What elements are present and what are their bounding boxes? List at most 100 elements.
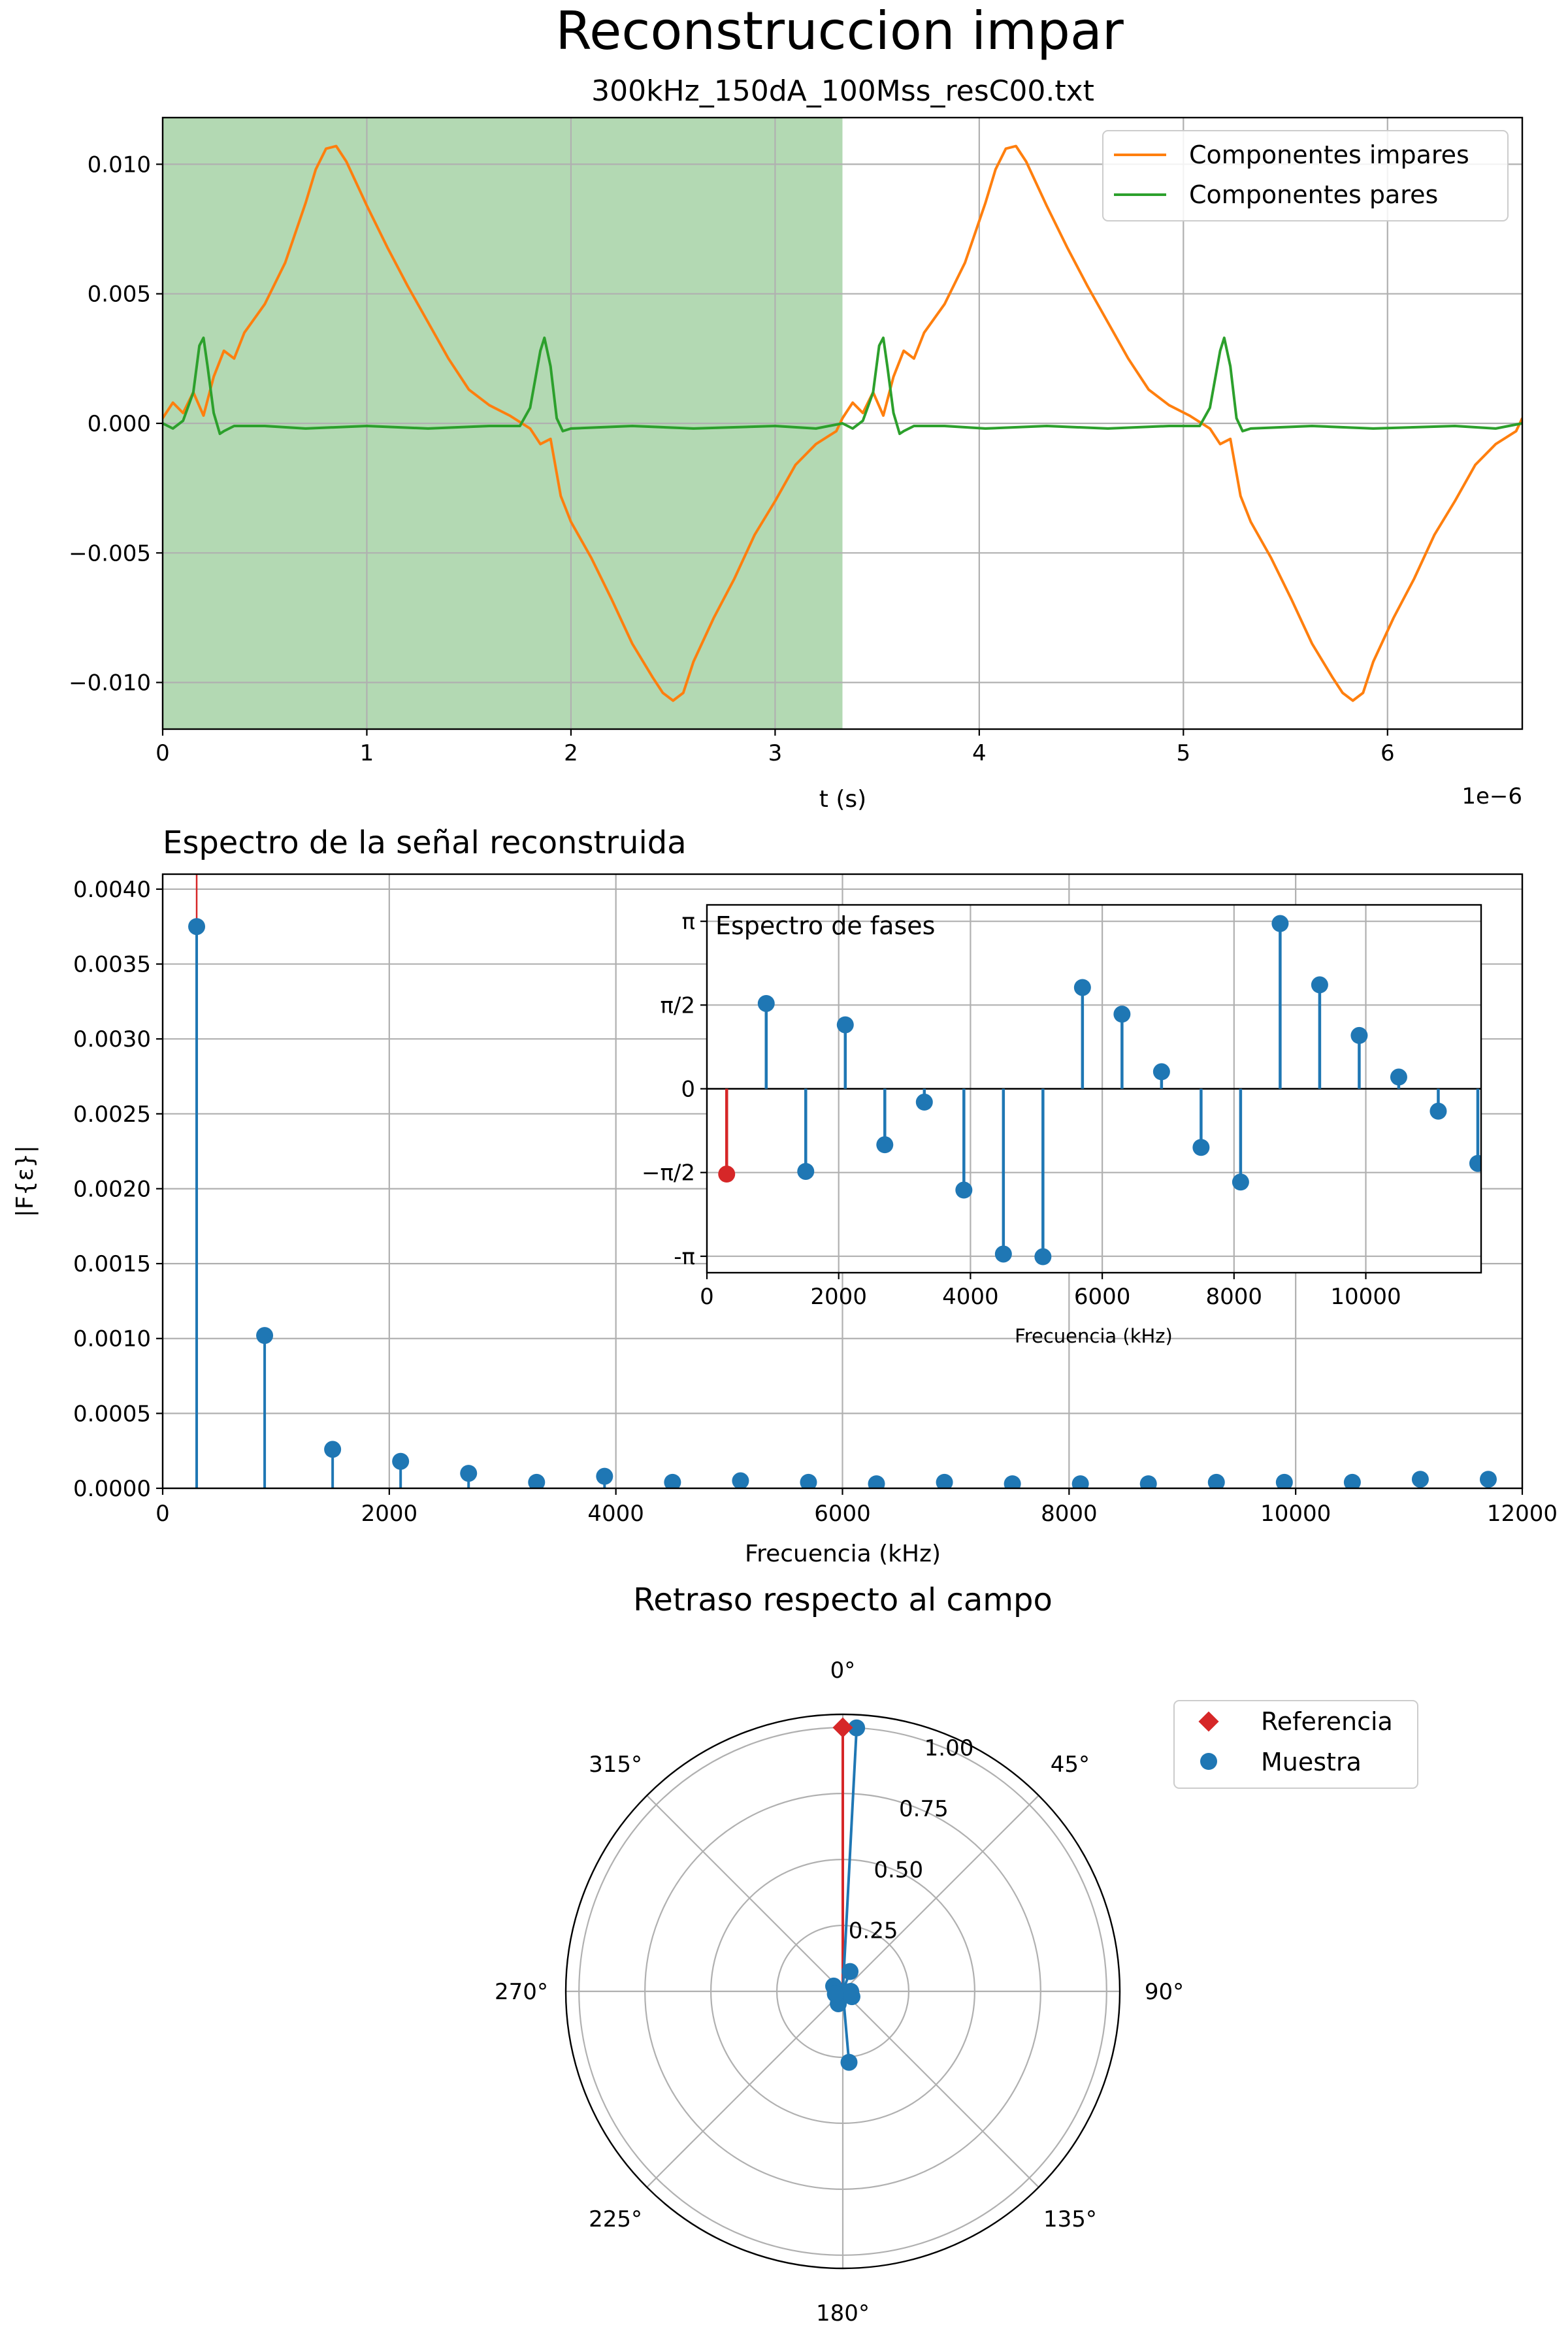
polar-angle-label: 90° [1145,1979,1184,2005]
magnitude-marker [936,1473,953,1488]
polar-data [825,1717,866,2071]
magnitude-marker [1004,1475,1021,1488]
x-tick-label: 2000 [810,1284,867,1310]
magnitude-marker [596,1467,613,1485]
y-tick-label: −0.010 [69,670,151,696]
x-tick-label: 10000 [1330,1284,1401,1310]
phase-y-ticks: π π/2 0 −π/2 -π [642,909,707,1270]
magnitude-marker [188,918,206,936]
x-tick-label: 0 [155,740,170,766]
x-tick-label: 2 [564,740,578,766]
magnitude-marker [1411,1471,1429,1488]
x-tick-label: 6000 [814,1501,871,1527]
y-tick-label: 0.0025 [73,1102,151,1128]
spectrum-y-axis-label: |F{ε}| [12,1145,39,1217]
magnitude-marker [732,1472,749,1488]
phase-marker [757,994,775,1012]
polar-radius-label: 0.75 [899,1796,949,1822]
y-tick-label: -π [674,1244,695,1270]
polar-angle-label: 45° [1051,1752,1090,1778]
phase-x-axis-label: Frecuencia (kHz) [1015,1325,1173,1347]
magnitude-marker [1343,1473,1361,1488]
phase-inset: 0 2000 4000 6000 8000 10000 π π/2 0 −π/2 -π Espec… [642,904,1482,1347]
reference-marker [832,1717,853,1738]
magnitude-marker [1207,1473,1225,1488]
magnitude-marker [1071,1475,1089,1488]
y-tick-label: 0.0015 [73,1251,151,1277]
polar-outer-frame [564,1713,1121,2270]
phase-marker [876,1136,894,1154]
y-tick-label: 0.0020 [73,1176,151,1202]
y-tick-label: π [682,909,695,935]
polar-spoke [646,1795,843,1992]
sample-vector [841,1727,858,1992]
y-tick-label: 0 [681,1077,695,1103]
phase-title: Espectro de fases [715,911,935,940]
y-tick-label: 0.0035 [73,952,151,978]
magnitude-marker [1275,1473,1293,1488]
x-tick-label: 5 [1176,740,1190,766]
y-tick-label: π/2 [660,992,695,1019]
phase-marker [797,1162,815,1180]
magnitude-marker [1139,1475,1157,1488]
phase-marker [994,1245,1012,1263]
time-domain-panel: 0 1 2 3 4 5 6 −0.010 −0.005 0.000 0.005 0.010 300k… [69,74,1524,813]
phase-marker [1152,1063,1170,1081]
polar-legend-box [1173,1700,1418,1789]
phase-marker [1073,979,1091,996]
polar-radius-label: 1.00 [924,1735,974,1761]
sample-marker [843,1988,860,2006]
phase-marker [915,1093,933,1111]
polar-r-labels: 0.25 0.50 0.75 1.00 [849,1735,974,1944]
spectrum-title: Espectro de la señal reconstruida [163,825,687,861]
phase-marker [1350,1026,1368,1044]
phase-stems [718,915,1481,1266]
x-tick-label: 0 [700,1284,714,1310]
polar-radius-label: 0.50 [874,1857,923,1883]
x-tick-label: 0 [155,1501,170,1527]
time-panel-title: 300kHz_150dA_100Mss_resC00.txt [591,74,1094,108]
phase-marker [1429,1102,1447,1120]
polar-angle-label: 135° [1043,2206,1097,2232]
sample-marker [840,2053,858,2071]
polar-radius-label: 0.25 [849,1918,898,1944]
legend-even-label: Componentes pares [1189,180,1438,209]
y-tick-label: 0.0030 [73,1026,151,1053]
legend-sample-marker [1200,1753,1217,1770]
magnitude-marker [392,1452,410,1470]
polar-spoke [842,1991,1039,2188]
y-tick-label: 0.0000 [73,1476,151,1502]
phase-marker [955,1181,973,1199]
polar-spoke [842,1795,1039,1992]
phase-marker [1469,1154,1481,1172]
sample-marker [841,1963,859,1980]
y-tick-label: 0.005 [88,282,151,308]
spectrum-y-ticks: 0.0000 0.0005 0.0010 0.0015 0.0020 0.0025 0.00… [73,877,163,1502]
magnitude-marker [1479,1471,1497,1488]
magnitude-marker [324,1441,342,1458]
x-tick-label: 6 [1380,740,1395,766]
y-tick-label: 0.0005 [73,1401,151,1427]
legend-odd-label: Componentes impares [1189,140,1469,169]
time-x-ticks: 0 1 2 3 4 5 6 [155,729,1395,766]
phase-marker [1271,915,1289,932]
even-components-line [163,336,1522,435]
y-tick-label: 0.010 [88,152,151,178]
y-tick-label: −0.005 [69,540,151,566]
time-x-axis-label: t (s) [819,786,866,813]
magnitude-marker [664,1473,681,1488]
x-tick-label: 4000 [587,1501,644,1527]
magnitude-marker [868,1475,885,1488]
legend-reference-marker [1198,1711,1219,1732]
polar-panel: Retraso respecto al campo 0° 45° 90° 135° 18… [495,1582,1418,2327]
x-tick-label: 10000 [1260,1501,1331,1527]
x-tick-label: 8000 [1041,1501,1098,1527]
polar-angle-label: 0° [830,1658,856,1684]
x-tick-label: 4 [972,740,987,766]
magnitude-marker [800,1473,817,1488]
x-tick-label: 1 [360,740,374,766]
phase-marker [1232,1173,1249,1191]
phase-marker [836,1016,854,1034]
x-tick-label: 2000 [361,1501,418,1527]
